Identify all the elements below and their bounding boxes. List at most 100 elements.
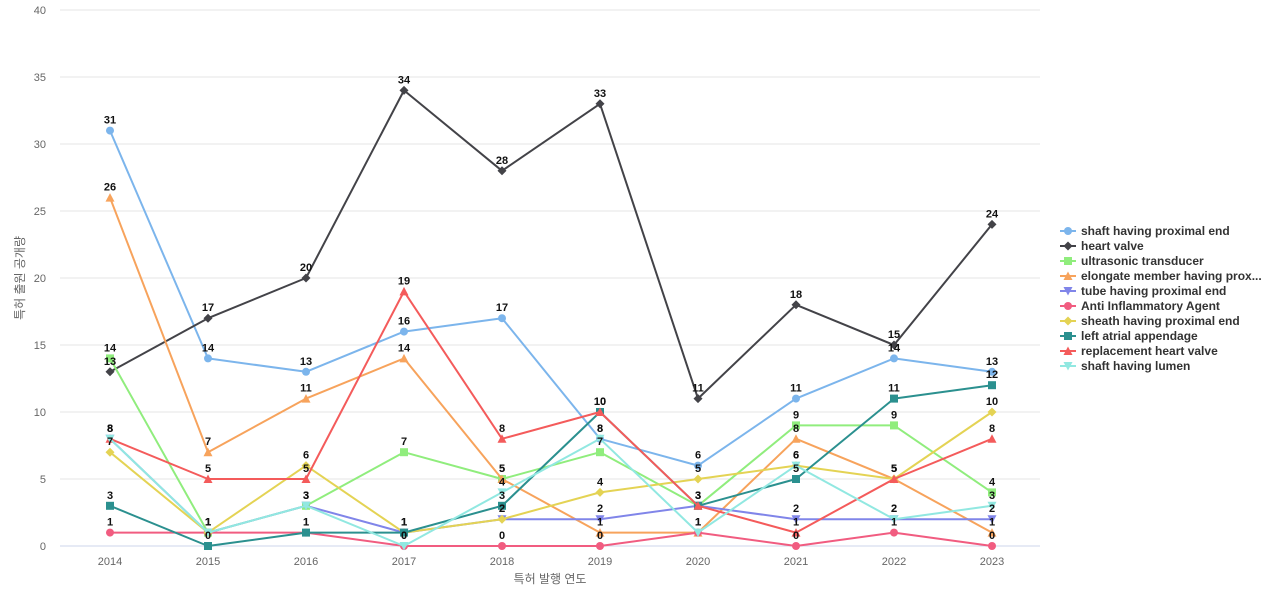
data-label: 11: [300, 383, 312, 395]
series-line[interactable]: [109, 438, 992, 534]
series-line[interactable]: [109, 197, 993, 534]
data-point: [987, 407, 997, 417]
data-label: 3: [303, 490, 309, 502]
data-label: 5: [499, 463, 505, 475]
series-line[interactable]: [109, 384, 993, 547]
data-point: [497, 488, 507, 497]
data-label: 7: [401, 436, 407, 448]
data-label: 3: [989, 490, 995, 502]
data-label: 9: [891, 409, 897, 421]
legend-item[interactable]: replacement heart valve: [1060, 344, 1218, 358]
data-point: [497, 434, 507, 443]
data-label: 2: [989, 503, 995, 515]
data-point: [792, 394, 800, 403]
data-label: 5: [891, 463, 897, 475]
series-group: [105, 85, 997, 404]
series-line[interactable]: [109, 290, 993, 534]
data-label: 11: [692, 383, 704, 395]
legend-item[interactable]: shaft having lumen: [1060, 359, 1190, 373]
legend-marker: [1063, 241, 1073, 251]
data-label: 5: [695, 463, 701, 475]
data-point: [105, 193, 115, 202]
data-label: 0: [401, 530, 407, 542]
data-point: [204, 542, 212, 550]
data-label: 3: [499, 490, 505, 502]
series-group: [106, 126, 996, 470]
data-point: [693, 474, 703, 484]
data-point: [791, 434, 801, 443]
data-label: 4: [499, 476, 506, 488]
data-point: [301, 461, 311, 471]
series-line[interactable]: [109, 130, 993, 467]
legend-item[interactable]: left atrial appendage: [1060, 329, 1198, 343]
legend-item[interactable]: heart valve: [1060, 239, 1144, 253]
data-point: [595, 487, 605, 497]
series-line[interactable]: [110, 531, 993, 547]
legend-label: tube having proximal end: [1081, 284, 1226, 298]
legend-label: Anti Inflammatory Agent: [1081, 299, 1220, 313]
y-tick-label: 20: [34, 273, 46, 285]
data-labels: 3114131617861114131317203428331118152414…: [104, 74, 999, 542]
series-group: [106, 354, 996, 537]
data-label: 8: [989, 423, 995, 435]
series-line[interactable]: [109, 437, 993, 547]
y-tick-label: 0: [40, 541, 46, 553]
data-label: 10: [986, 396, 998, 408]
data-point: [399, 85, 409, 95]
data-point: [498, 501, 506, 510]
x-tick-label: 2022: [882, 556, 906, 568]
data-point: [595, 515, 605, 524]
data-point: [497, 474, 507, 483]
data-point: [987, 219, 997, 229]
series-line[interactable]: [109, 89, 993, 400]
legend-marker: [1063, 316, 1073, 326]
x-tick-label: 2014: [98, 556, 122, 568]
data-point: [302, 367, 310, 376]
data-label: 8: [597, 423, 603, 435]
x-tick-label: 2019: [588, 556, 612, 568]
data-point: [693, 501, 703, 510]
legend-item[interactable]: elongate member having prox...: [1060, 269, 1262, 283]
data-label: 11: [888, 383, 900, 395]
data-point: [693, 528, 703, 538]
data-label: 5: [793, 463, 799, 475]
data-label: 20: [300, 262, 312, 274]
legend-item[interactable]: Anti Inflammatory Agent: [1060, 299, 1220, 313]
data-point: [301, 273, 311, 283]
data-label: 7: [107, 436, 113, 448]
data-label: 0: [597, 530, 603, 542]
data-point: [498, 542, 506, 550]
data-point: [693, 394, 703, 404]
data-label: 1: [891, 517, 897, 529]
data-point: [399, 286, 409, 296]
legend-item[interactable]: sheath having proximal end: [1060, 314, 1240, 328]
data-point: [791, 515, 801, 524]
data-label: 1: [695, 517, 701, 529]
series-group: [106, 381, 996, 550]
data-label: 1: [107, 517, 113, 529]
series-line[interactable]: [109, 411, 993, 534]
data-label: 0: [989, 530, 995, 542]
x-tick-label: 2020: [686, 556, 710, 568]
data-point: [792, 421, 800, 430]
legend-item[interactable]: ultrasonic transducer: [1060, 254, 1204, 268]
y-tick-label: 5: [40, 474, 46, 486]
series-group: [105, 407, 997, 538]
data-point: [497, 514, 507, 524]
data-point: [988, 488, 996, 497]
data-label: 5: [205, 463, 211, 475]
data-label: 3: [695, 490, 701, 502]
data-point: [203, 474, 213, 483]
data-point: [301, 394, 311, 403]
y-tick-label: 15: [34, 340, 46, 352]
data-label: 33: [594, 88, 606, 100]
data-point: [596, 448, 604, 457]
series-group: [105, 193, 997, 537]
data-point: [400, 327, 408, 336]
legend-item[interactable]: tube having proximal end: [1060, 284, 1226, 298]
data-label: 8: [107, 423, 113, 435]
legend-item[interactable]: shaft having proximal end: [1060, 224, 1230, 238]
data-point: [890, 354, 898, 363]
data-label: 31: [104, 115, 116, 127]
